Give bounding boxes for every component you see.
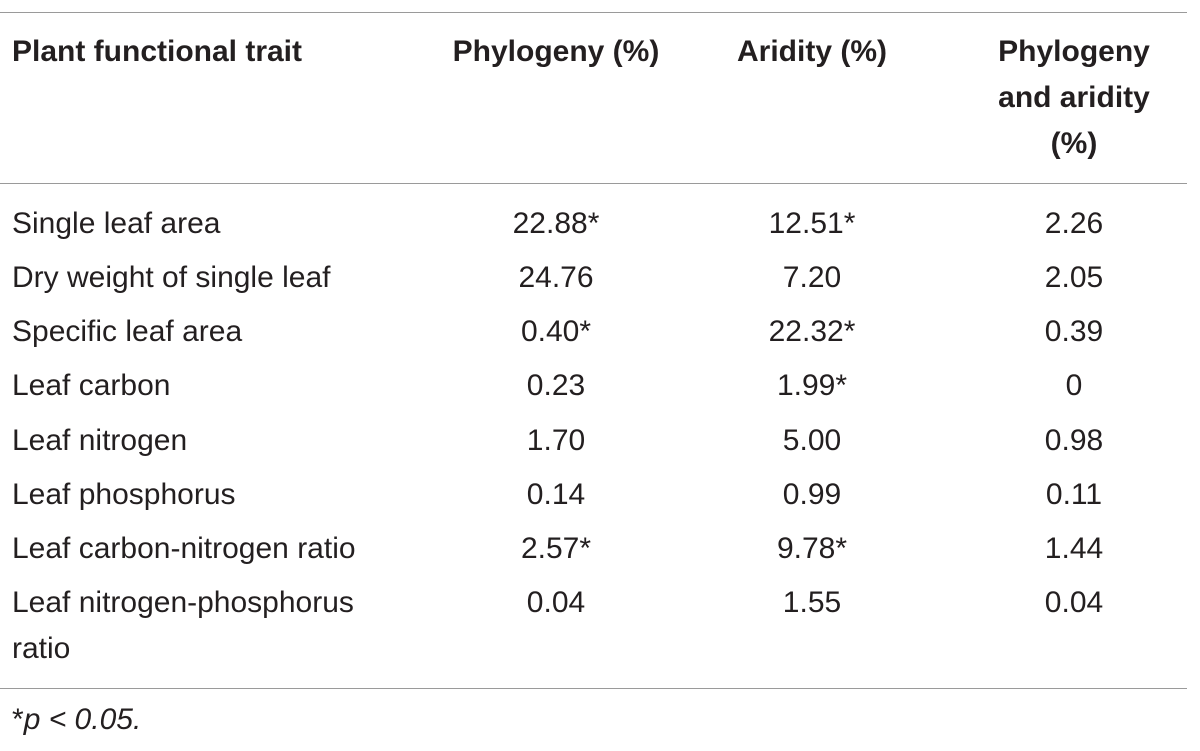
trait-line1: Leaf nitrogen-phosphorus [12, 586, 354, 619]
phylogeny-cell: 2.57* [520, 532, 592, 565]
top-rule [0, 12, 1187, 13]
footnote: *p < 0.05. [12, 697, 141, 743]
both-cell: 0.39 [1044, 315, 1104, 348]
phylogeny-cell: 0.40* [520, 315, 592, 348]
trait-cell: Single leaf area [12, 207, 221, 240]
aridity-cell: 1.99* [776, 369, 848, 402]
trait-cell: Leaf phosphorus [12, 478, 236, 511]
trait-cell: Specific leaf area [12, 315, 243, 348]
aridity-cell: 1.55 [782, 586, 842, 619]
trait-cell: Leaf nitrogen [12, 424, 188, 457]
header-aridity: Aridity (%) [737, 35, 887, 68]
aridity-cell: 5.00 [782, 424, 842, 457]
header-rule [0, 183, 1187, 184]
aridity-cell: 0.99 [782, 478, 842, 511]
aridity-cell: 9.78* [776, 532, 848, 565]
trait-cell: Leaf nitrogen-phosphorus ratio [12, 580, 412, 672]
both-cell: 0 [1065, 369, 1083, 402]
header-trait: Plant functional trait [12, 35, 303, 68]
footnote-star: * [12, 703, 24, 736]
phylogeny-cell: 0.23 [526, 369, 586, 402]
both-cell: 0.04 [1044, 586, 1104, 619]
phylogeny-cell: 24.76 [518, 261, 594, 294]
both-cell: 2.26 [1044, 207, 1104, 240]
aridity-cell: 7.20 [782, 261, 842, 294]
both-cell: 0.11 [1045, 478, 1103, 511]
phylogeny-cell: 0.04 [526, 586, 586, 619]
phylogeny-cell: 22.88* [512, 207, 600, 240]
trait-line2: ratio [12, 632, 71, 665]
header-both-line3: (%) [1050, 127, 1098, 160]
trait-cell: Dry weight of single leaf [12, 261, 331, 294]
header-both-line2: and aridity [998, 81, 1150, 114]
aridity-cell: 12.51* [768, 207, 856, 240]
trait-cell: Leaf carbon [12, 369, 171, 402]
both-cell: 2.05 [1044, 261, 1104, 294]
header-phylogeny: Phylogeny (%) [452, 35, 660, 68]
header-both-line1: Phylogeny [998, 35, 1150, 68]
header-phylogeny-and-aridity: Phylogeny and aridity (%) [980, 29, 1168, 167]
phylogeny-cell: 0.14 [526, 478, 586, 511]
footnote-text: p < 0.05. [23, 703, 142, 736]
both-cell: 1.44 [1044, 532, 1104, 565]
bottom-rule [0, 688, 1187, 689]
trait-cell: Leaf carbon-nitrogen ratio [12, 532, 356, 565]
aridity-cell: 22.32* [768, 315, 856, 348]
phylogeny-cell: 1.70 [526, 424, 586, 457]
both-cell: 0.98 [1044, 424, 1104, 457]
